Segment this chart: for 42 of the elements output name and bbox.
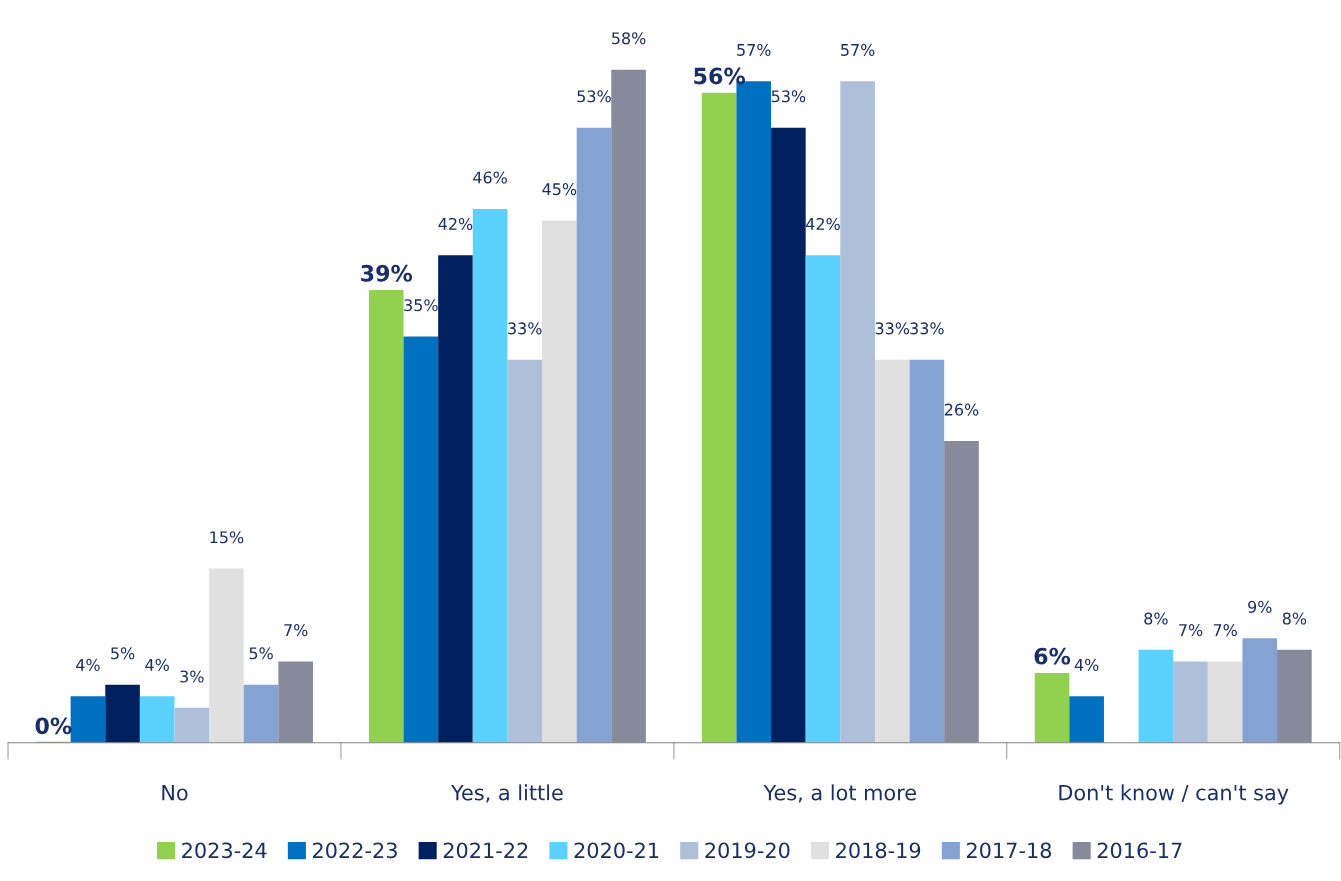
data-label: 56%	[694, 67, 746, 85]
legend-label: 2018-19	[836, 842, 921, 859]
data-label: 5%	[111, 647, 135, 660]
data-label: 7%	[284, 624, 308, 637]
legend-label: 2016-17	[1097, 842, 1182, 859]
data-label: 3%	[180, 670, 204, 683]
data-label: 7%	[1179, 624, 1203, 637]
data-label: 8%	[1282, 612, 1307, 625]
x-tick-label: Don't know / can't say	[1059, 784, 1289, 805]
data-label: 33%	[875, 322, 910, 335]
data-label: 58%	[612, 32, 646, 45]
legend-label: 2023-24	[182, 842, 267, 859]
data-label: 42%	[438, 217, 473, 230]
legend-label: 2022-23	[312, 842, 397, 859]
legend-label: 2021-22	[443, 842, 528, 859]
legend-label: 2017-18	[966, 842, 1052, 859]
data-label: 8%	[1144, 612, 1168, 625]
data-label: 5%	[249, 647, 273, 660]
data-label: 6%	[1034, 647, 1071, 665]
data-label: 53%	[577, 90, 611, 103]
data-label: 26%	[944, 403, 979, 416]
data-label: 9%	[1248, 600, 1272, 613]
data-label: 33%	[910, 322, 944, 335]
data-label: 4%	[145, 658, 169, 671]
data-label: 4%	[76, 658, 100, 671]
data-label: 46%	[473, 171, 507, 184]
data-label: 57%	[737, 43, 771, 56]
data-label: 57%	[841, 43, 875, 56]
data-label: 35%	[404, 299, 438, 312]
data-label: 15%	[210, 531, 244, 544]
legend-label: 2020-21	[574, 842, 659, 859]
legend-label: 2019-20	[705, 842, 790, 859]
data-label: 45%	[542, 183, 577, 196]
data-label: 33%	[508, 322, 542, 335]
data-label: 53%	[771, 90, 806, 103]
x-tick-label: No	[162, 784, 188, 801]
x-tick-label: Yes, a little	[450, 784, 563, 803]
data-label: 42%	[806, 217, 840, 230]
x-tick-label: Yes, a lot more	[763, 784, 916, 803]
data-label: 39%	[361, 264, 413, 282]
data-label: 7%	[1213, 624, 1237, 637]
data-label: 4%	[1074, 658, 1099, 671]
